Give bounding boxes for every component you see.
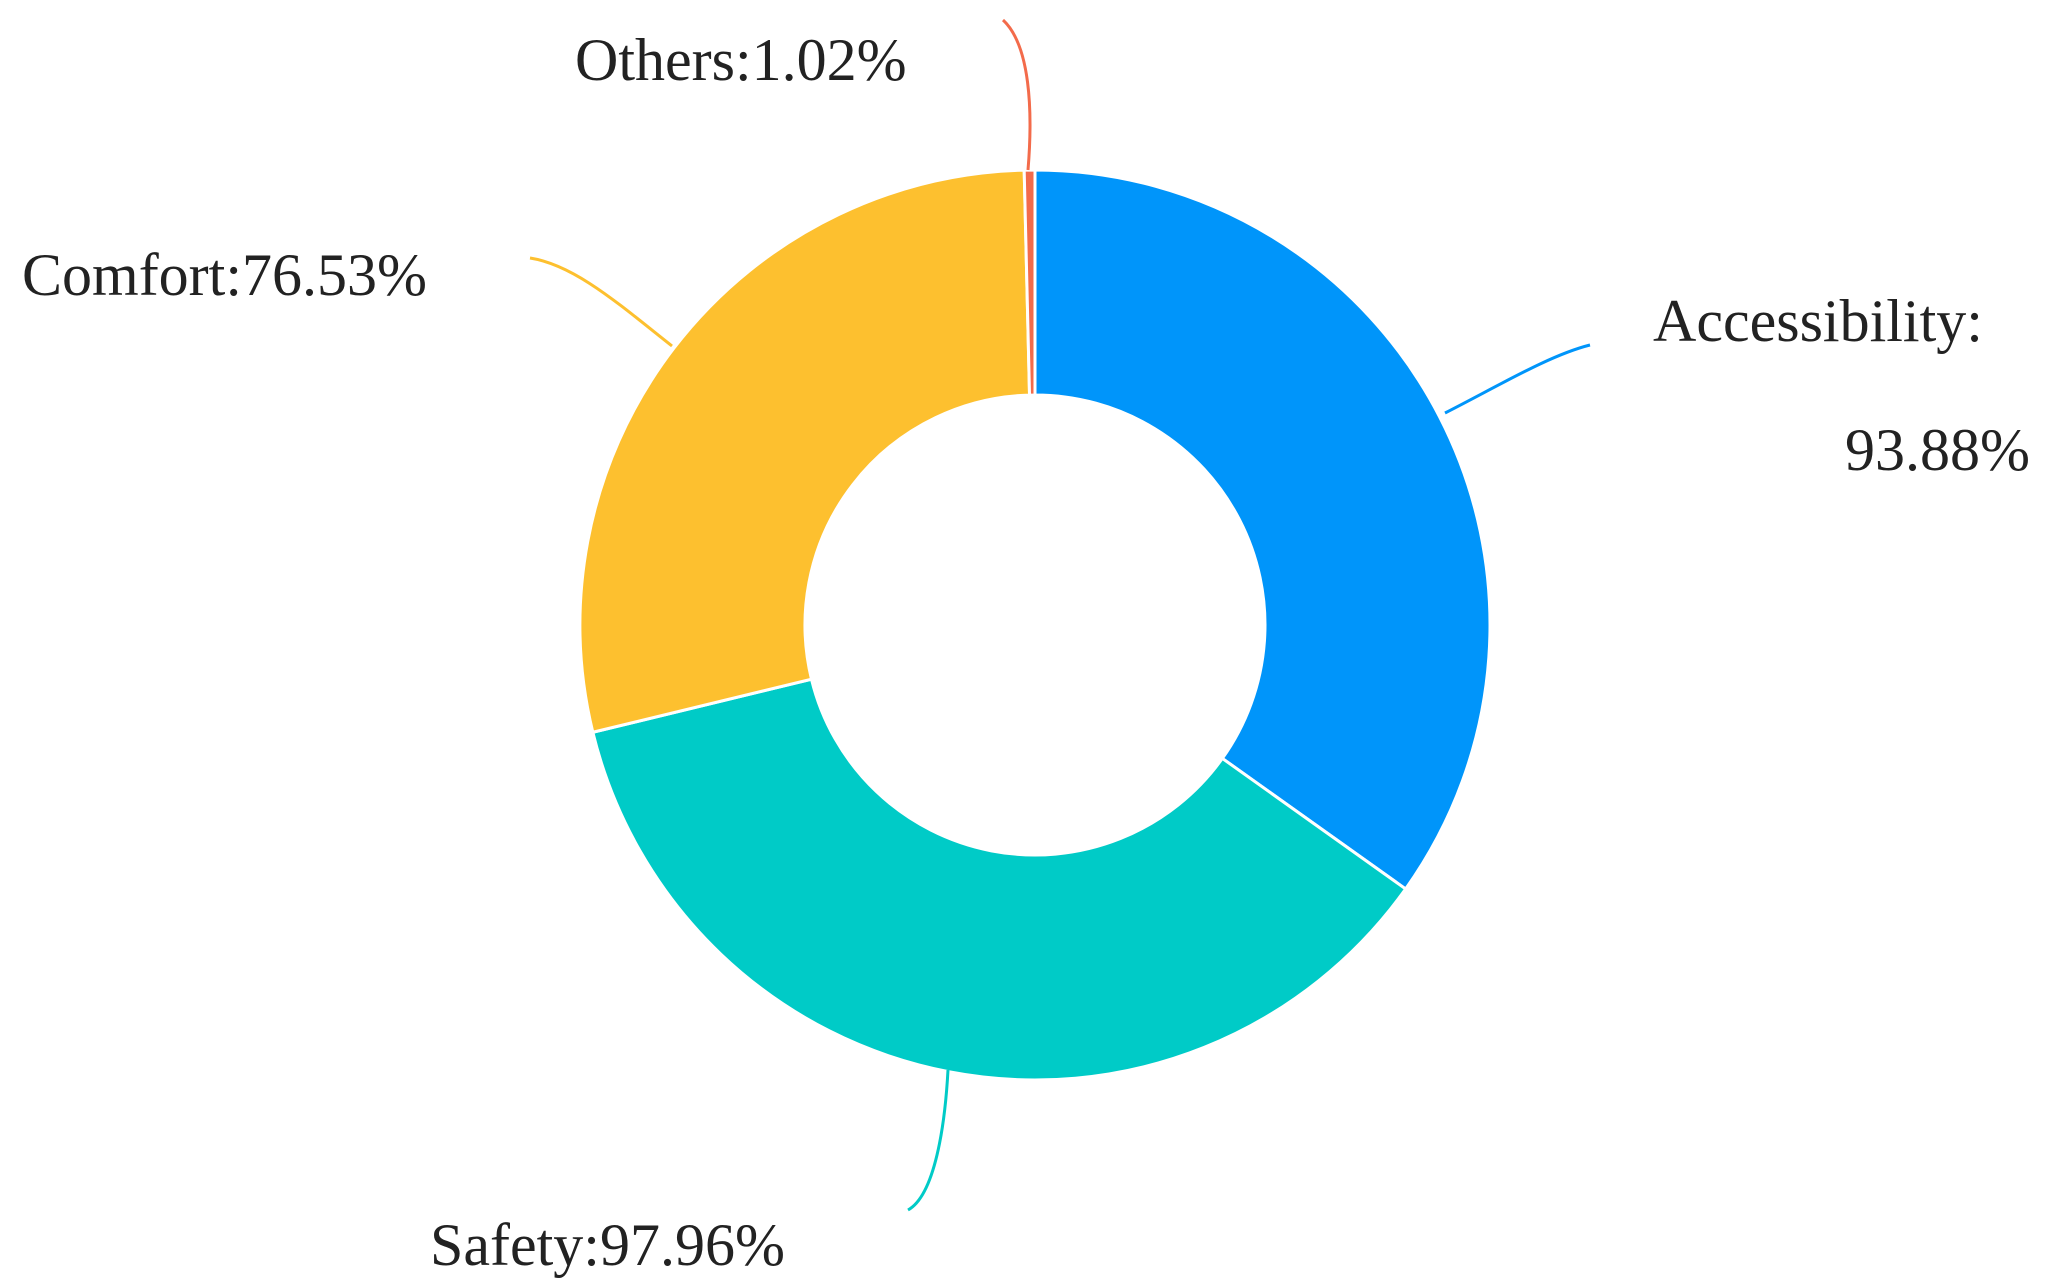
labels-group: Accessibility: 93.88% Safety:97.96% Comfort… xyxy=(22,27,2030,1278)
label-others: Others:1.02% xyxy=(575,27,907,93)
leader-line-safety xyxy=(907,1069,950,1212)
leader-lines-group xyxy=(529,18,1591,1212)
slice-safety xyxy=(591,677,1408,1082)
slices-group xyxy=(578,168,1492,1082)
leader-line-others xyxy=(1001,18,1032,171)
leader-line-accessibility xyxy=(1444,343,1591,415)
label-accessibility: Accessibility: xyxy=(1653,288,1983,354)
slice-accessibility xyxy=(1033,168,1492,892)
label-comfort: Comfort:76.53% xyxy=(22,242,427,308)
slice-comfort xyxy=(578,168,1032,735)
leader-line-comfort xyxy=(529,256,673,348)
label-accessibility-value: 93.88% xyxy=(1845,417,2030,483)
label-safety: Safety:97.96% xyxy=(430,1212,785,1278)
slice-others xyxy=(1022,168,1037,397)
